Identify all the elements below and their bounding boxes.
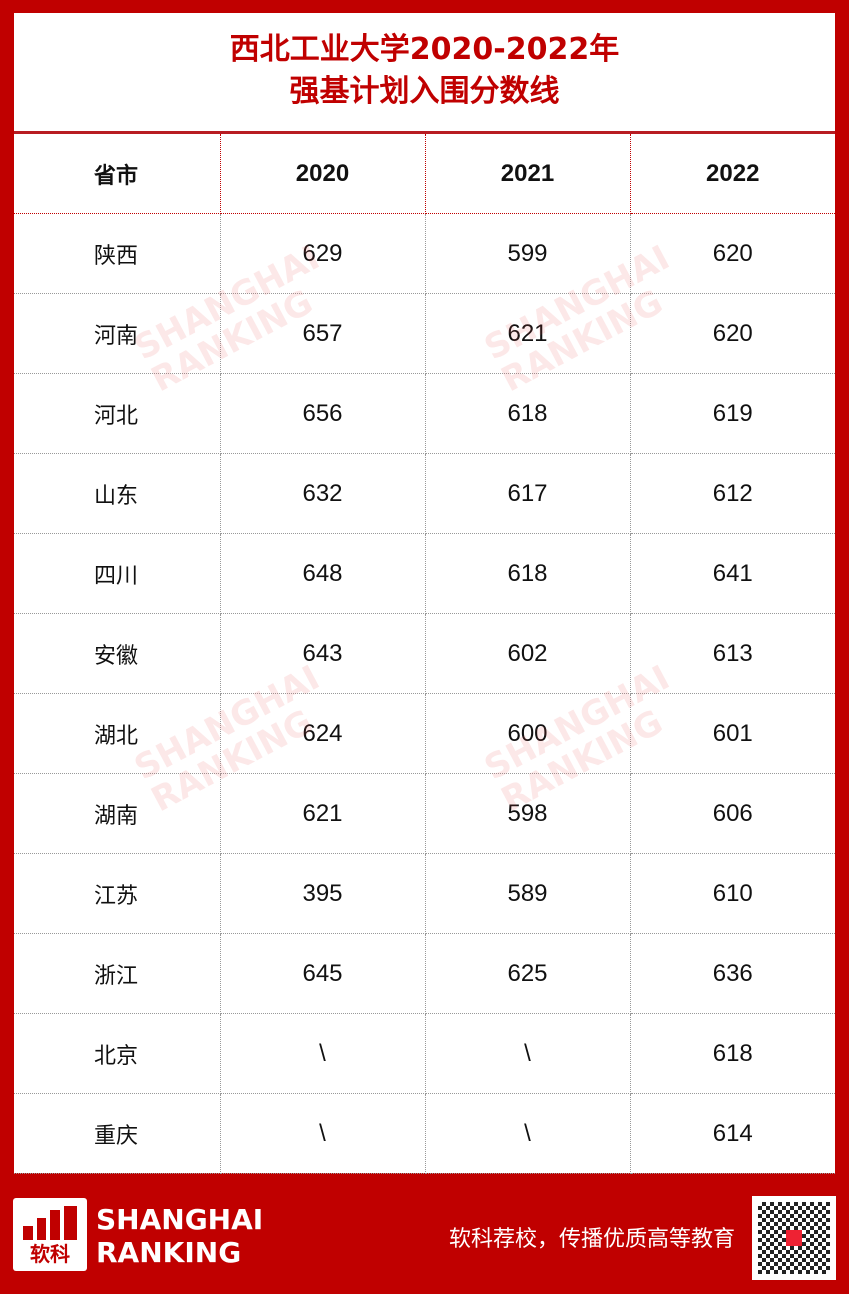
score-cell: 648 [220, 533, 426, 614]
score-cell: 618 [425, 373, 631, 454]
score-cell: 629 [220, 213, 426, 294]
score-cell: \ [220, 1093, 426, 1174]
header-2020: 2020 [220, 134, 426, 214]
table-row: 陕西 629 599 620 [14, 213, 835, 294]
score-cell: \ [425, 1093, 631, 1174]
score-cell: 620 [630, 293, 835, 374]
table-row: 河南 657 621 620 [14, 293, 835, 374]
score-cell: 598 [425, 773, 631, 854]
score-cell: 606 [630, 773, 835, 854]
table-row: 北京 \ \ 618 [14, 1013, 835, 1094]
province-cell: 安徽 [14, 613, 221, 694]
slogan: 软科荐校，传播优质高等教育 [448, 1227, 735, 1252]
score-cell: 619 [630, 373, 835, 454]
title-line-2: 强基计划入围分数线 [289, 74, 560, 109]
score-cell: 614 [630, 1093, 835, 1174]
score-cell: 657 [220, 293, 426, 374]
province-cell: 湖南 [14, 773, 221, 854]
title-divider [14, 131, 835, 134]
brand-line-1: SHANGHAI [96, 1203, 264, 1236]
brand-line-2: RANKING [96, 1236, 242, 1269]
score-cell: 632 [220, 453, 426, 534]
score-cell: 625 [425, 933, 631, 1014]
score-cell: 645 [220, 933, 426, 1014]
table-row: 湖北 624 600 601 [14, 693, 835, 774]
score-cell: 656 [220, 373, 426, 454]
score-cell: 601 [630, 693, 835, 774]
table-row: 河北 656 618 619 [14, 373, 835, 454]
shanghai-ranking-logo-icon: 软科 [13, 1198, 87, 1271]
table-header-row: 省市 2020 2021 2022 [14, 134, 835, 214]
brand-name: SHANGHAI RANKING [96, 1203, 263, 1269]
table-row: 浙江 645 625 636 [14, 933, 835, 1014]
province-cell: 北京 [14, 1013, 221, 1094]
province-cell: 山东 [14, 453, 221, 534]
score-cell: 621 [220, 773, 426, 854]
content-panel: 西北工业大学2020-2022年 强基计划入围分数线 省市 2020 2021 … [14, 13, 835, 1174]
score-cell: 617 [425, 453, 631, 534]
province-cell: 河北 [14, 373, 221, 454]
province-cell: 重庆 [14, 1093, 221, 1174]
qr-code-icon [752, 1196, 836, 1280]
score-cell: 589 [425, 853, 631, 934]
score-cell: 618 [630, 1013, 835, 1094]
score-cell: 620 [630, 213, 835, 294]
province-cell: 江苏 [14, 853, 221, 934]
score-cell: 621 [425, 293, 631, 374]
score-cell: 641 [630, 533, 835, 614]
score-cell: 602 [425, 613, 631, 694]
table-row: 江苏 395 589 610 [14, 853, 835, 934]
header-2022: 2022 [630, 134, 835, 214]
score-cell: 600 [425, 693, 631, 774]
score-cell: 612 [630, 453, 835, 534]
score-cell: 610 [630, 853, 835, 934]
table-row: 四川 648 618 641 [14, 533, 835, 614]
province-cell: 湖北 [14, 693, 221, 774]
score-cell: 643 [220, 613, 426, 694]
title-line-1: 西北工业大学2020-2022年 [229, 32, 620, 67]
province-cell: 陕西 [14, 213, 221, 294]
logo-cn-text: 软科 [30, 1242, 70, 1266]
score-cell: 618 [425, 533, 631, 614]
header-2021: 2021 [425, 134, 631, 214]
page-title: 西北工业大学2020-2022年 强基计划入围分数线 [14, 13, 835, 131]
province-cell: 浙江 [14, 933, 221, 1014]
footer: 软科 SHANGHAI RANKING 软科荐校，传播优质高等教育 [0, 1173, 849, 1294]
score-cell: \ [425, 1013, 631, 1094]
score-cell: 599 [425, 213, 631, 294]
score-cell: 395 [220, 853, 426, 934]
score-cell: 636 [630, 933, 835, 1014]
score-cell: \ [220, 1013, 426, 1094]
score-cell: 613 [630, 613, 835, 694]
score-cell: 624 [220, 693, 426, 774]
table-row: 安徽 643 602 613 [14, 613, 835, 694]
table-row: 山东 632 617 612 [14, 453, 835, 534]
table-row: 湖南 621 598 606 [14, 773, 835, 854]
table-row: 重庆 \ \ 614 [14, 1093, 835, 1174]
header-province: 省市 [14, 134, 221, 214]
province-cell: 四川 [14, 533, 221, 614]
province-cell: 河南 [14, 293, 221, 374]
score-table: 省市 2020 2021 2022 陕西 629 599 620 河南 657 621 620… [14, 134, 835, 1174]
